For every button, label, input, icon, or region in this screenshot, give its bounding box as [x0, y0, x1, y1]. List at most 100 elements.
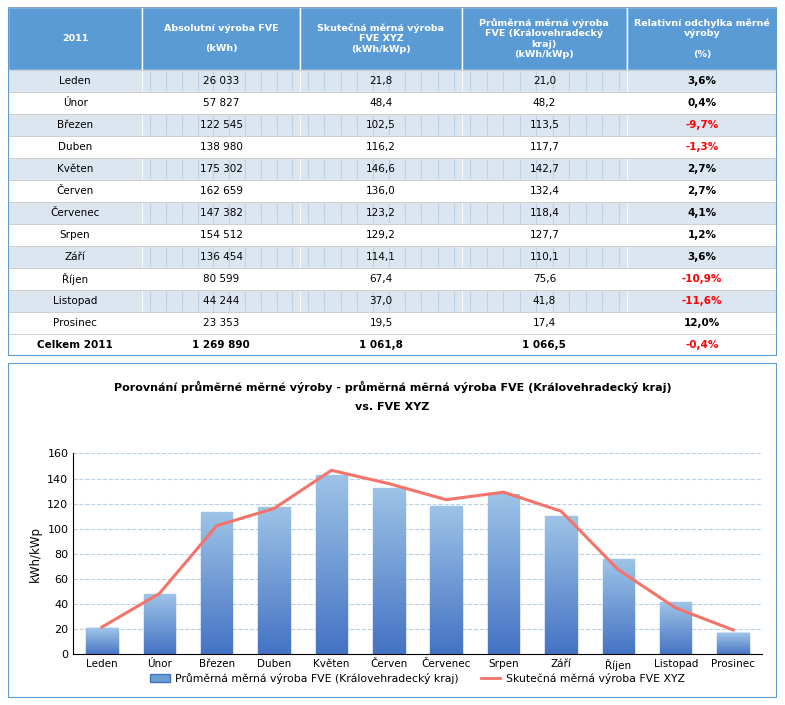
Bar	[603, 616, 634, 618]
Bar	[316, 625, 347, 627]
Bar	[430, 546, 462, 548]
Bar	[487, 494, 520, 497]
Text: Skutečná měrná výroba
FVE XYZ
(kWh/kWp): Skutečná měrná výroba FVE XYZ (kWh/kWp)	[317, 23, 444, 54]
Text: -11,6%: -11,6%	[682, 296, 722, 306]
Bar	[258, 605, 290, 608]
Text: 1 269 890: 1 269 890	[192, 340, 250, 350]
Bar	[258, 548, 290, 551]
Bar	[603, 650, 634, 651]
Bar	[660, 610, 692, 611]
Text: Porovnání průměrné měrné výroby - průměrná měrná výroba FVE (Královehradecký kra: Porovnání průměrné měrné výroby - průměr…	[114, 381, 671, 393]
Bar	[201, 586, 232, 588]
Bar	[545, 539, 577, 541]
Bar	[603, 591, 634, 593]
Bar	[430, 508, 462, 510]
Bar	[373, 544, 404, 546]
Bar	[487, 526, 520, 529]
Bar	[144, 597, 175, 598]
Bar	[660, 642, 692, 643]
Bar	[603, 612, 634, 613]
Bar	[373, 602, 404, 604]
Bar	[660, 615, 692, 616]
Bar	[430, 528, 462, 530]
Bar	[462, 180, 627, 202]
Bar	[144, 613, 175, 614]
Bar	[603, 610, 634, 612]
Bar	[373, 541, 404, 544]
Bar	[487, 521, 520, 523]
Bar	[487, 587, 520, 590]
Bar	[316, 630, 347, 634]
Bar	[300, 158, 462, 180]
Bar	[258, 639, 290, 642]
Bar	[300, 290, 462, 312]
Bar	[316, 550, 347, 553]
Bar	[373, 516, 404, 519]
Bar	[660, 638, 692, 639]
Bar	[373, 549, 404, 552]
Text: 3,6%: 3,6%	[688, 252, 717, 262]
Bar	[603, 627, 634, 629]
Bar	[545, 553, 577, 556]
Bar	[373, 615, 404, 618]
Bar	[300, 7, 462, 70]
Bar	[430, 551, 462, 553]
Bar	[258, 565, 290, 568]
Bar	[258, 522, 290, 524]
Text: 118,4: 118,4	[530, 208, 560, 218]
Bar	[660, 618, 692, 620]
Bar	[603, 577, 634, 579]
Bar	[258, 580, 290, 583]
Bar	[144, 610, 175, 611]
Bar	[660, 623, 692, 624]
Text: Březen: Březen	[57, 120, 93, 130]
Bar	[660, 637, 692, 638]
Bar	[258, 634, 290, 637]
Bar	[144, 603, 175, 604]
Bar	[660, 652, 692, 653]
Bar	[258, 590, 290, 593]
Bar	[462, 334, 627, 356]
Bar	[258, 630, 290, 632]
Bar	[462, 136, 627, 158]
Bar	[627, 224, 777, 246]
Bar	[300, 180, 462, 202]
Bar	[144, 612, 175, 613]
Bar	[487, 651, 520, 654]
Bar	[201, 602, 232, 604]
Bar	[201, 595, 232, 597]
Bar	[144, 649, 175, 651]
Bar	[316, 589, 347, 591]
Bar	[430, 642, 462, 644]
Bar	[258, 519, 290, 522]
Bar	[545, 546, 577, 548]
Bar	[660, 622, 692, 623]
Text: Absolutní výroba FVE

(kWh): Absolutní výroba FVE (kWh)	[164, 23, 279, 54]
Bar	[373, 502, 404, 505]
Bar	[373, 630, 404, 632]
Bar	[603, 570, 634, 572]
Bar	[660, 616, 692, 617]
Text: 23 353: 23 353	[203, 318, 239, 328]
Bar	[201, 638, 232, 640]
Text: 21,8: 21,8	[369, 76, 392, 86]
Bar	[603, 623, 634, 625]
Bar	[603, 642, 634, 644]
Text: 138 980: 138 980	[200, 142, 243, 152]
Bar	[142, 136, 300, 158]
Bar	[8, 268, 142, 290]
Bar	[603, 639, 634, 640]
Bar	[373, 538, 404, 541]
Bar	[660, 605, 692, 606]
Bar	[430, 575, 462, 577]
Bar	[660, 649, 692, 650]
Bar	[201, 526, 232, 529]
Bar	[373, 496, 404, 499]
Bar	[144, 619, 175, 620]
Bar	[487, 550, 520, 553]
Bar	[201, 635, 232, 638]
Bar	[603, 629, 634, 631]
Bar	[660, 646, 692, 647]
Bar	[430, 649, 462, 652]
Bar	[144, 631, 175, 632]
